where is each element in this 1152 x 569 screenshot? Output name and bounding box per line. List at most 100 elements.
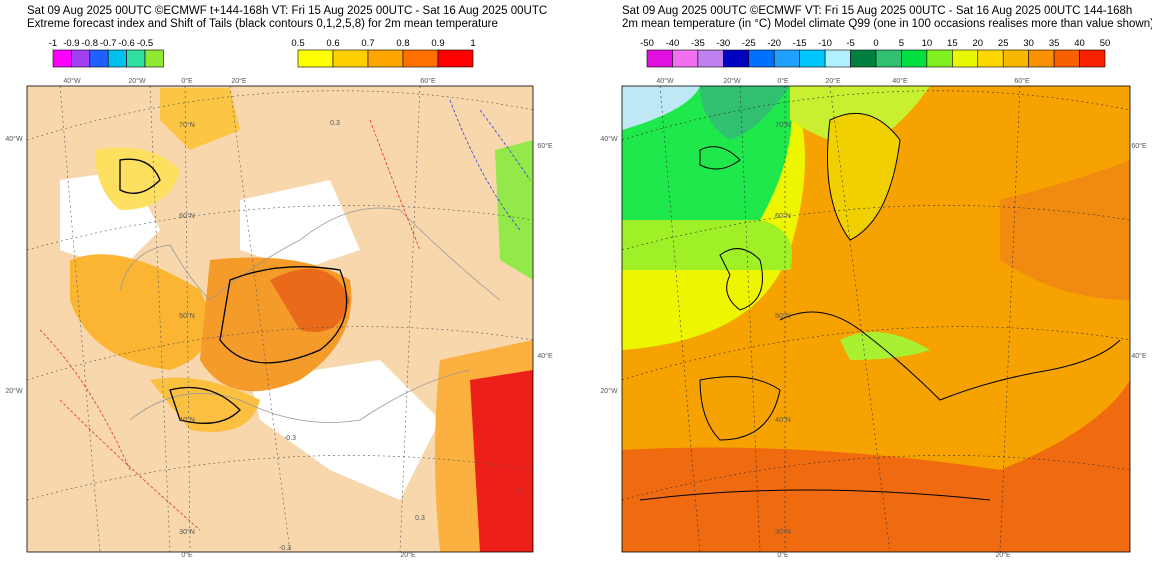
colorbar-label: -30 xyxy=(716,38,730,49)
colorbar-label: -50 xyxy=(640,38,654,49)
undefined: 20°E xyxy=(995,551,1011,559)
colorbar-label: 0.5 xyxy=(291,38,304,49)
undefined: 60°N xyxy=(775,212,791,220)
undefined: 40°E xyxy=(892,77,908,85)
left-title-1: Sat 09 Aug 2025 00UTC ©ECMWF t+144-168h … xyxy=(27,5,547,17)
colorbar-box xyxy=(672,49,699,68)
colorbar-label: 25 xyxy=(998,38,1009,49)
colorbar-label: 0.8 xyxy=(396,38,409,49)
colorbar-label: 0.6 xyxy=(326,38,339,49)
colorbar-label: -10 xyxy=(818,38,832,49)
colorbar-label: 0.9 xyxy=(431,38,444,49)
colorbar-label: -0.5 xyxy=(137,38,153,49)
colorbar-label: 1 xyxy=(470,38,475,49)
left-map xyxy=(27,86,533,552)
colorbar-label: -5 xyxy=(846,38,854,49)
undefined: 60°E xyxy=(1014,77,1030,85)
colorbar-label: 15 xyxy=(947,38,958,49)
colorbar-box xyxy=(89,49,109,68)
colorbar-box xyxy=(332,49,369,68)
colorbar-label: -25 xyxy=(742,38,756,49)
undefined: 20°W xyxy=(128,77,146,85)
colorbar-label: 40 xyxy=(1074,38,1085,49)
left-title-2: Extreme forecast index and Shift of Tail… xyxy=(27,18,498,30)
undefined: 40°N xyxy=(179,416,195,424)
colorbar-box xyxy=(875,49,902,68)
colorbar-box xyxy=(646,49,673,68)
colorbar-label: 35 xyxy=(1049,38,1060,49)
undefined: -0.3 xyxy=(284,435,296,442)
colorbar-box xyxy=(850,49,877,68)
colorbar-box xyxy=(71,49,91,68)
undefined: 20°W xyxy=(5,387,23,395)
undefined: 50°N xyxy=(179,312,195,320)
colorbar-box xyxy=(773,49,800,68)
undefined: 0.3 xyxy=(415,515,425,522)
undefined: 20°E xyxy=(231,77,247,85)
colorbar-label: -20 xyxy=(767,38,781,49)
undefined: 70°N xyxy=(775,121,791,129)
right-title-1: Sat 09 Aug 2025 00UTC ©ECMWF VT: Fri 15 … xyxy=(622,5,1132,17)
colorbar-label: 10 xyxy=(922,38,933,49)
undefined: 20°E xyxy=(825,77,841,85)
undefined: 60°E xyxy=(537,142,553,150)
colorbar-box xyxy=(748,49,775,68)
colorbar-label: -15 xyxy=(793,38,807,49)
colorbar-box xyxy=(144,49,164,68)
colorbar-label: 0 xyxy=(873,38,878,49)
right-map xyxy=(622,86,1130,552)
colorbar-label: -0.6 xyxy=(118,38,134,49)
undefined: 40°W xyxy=(600,135,618,143)
undefined: 70°N xyxy=(179,121,195,129)
colorbar-box xyxy=(1053,49,1080,68)
colorbar-box xyxy=(952,49,979,68)
colorbar-label: 50 xyxy=(1100,38,1111,49)
undefined: 0.3 xyxy=(330,120,340,127)
undefined: 30°N xyxy=(775,528,791,536)
undefined: 40°W xyxy=(656,77,674,85)
colorbar-box xyxy=(926,49,953,68)
undefined: 1 xyxy=(518,487,522,494)
undefined: 0°E xyxy=(181,77,193,85)
undefined: 30°N xyxy=(179,528,195,536)
colorbar-label: -40 xyxy=(666,38,680,49)
colorbar-box xyxy=(297,49,334,68)
colorbar-label: -1 xyxy=(49,38,57,49)
colorbar-box xyxy=(901,49,928,68)
colorbar-label: 5 xyxy=(899,38,904,49)
undefined: 40°N xyxy=(775,416,791,424)
undefined: 40°E xyxy=(1131,352,1147,360)
colorbar-box xyxy=(1079,49,1106,68)
undefined: -0.3 xyxy=(279,545,291,552)
colorbar-label: 30 xyxy=(1023,38,1034,49)
undefined: 60°E xyxy=(1131,142,1147,150)
undefined: 20°W xyxy=(723,77,741,85)
undefined: 40°W xyxy=(63,77,81,85)
undefined: 20°W xyxy=(600,387,618,395)
colorbar-box xyxy=(697,49,724,68)
colorbar-label: -0.9 xyxy=(63,38,79,49)
colorbar-box xyxy=(1002,49,1029,68)
colorbar-box xyxy=(107,49,127,68)
undefined: 20°E xyxy=(400,551,416,559)
undefined: 50°N xyxy=(775,312,791,320)
undefined: 40°W xyxy=(5,135,23,143)
colorbar-label: 20 xyxy=(972,38,983,49)
colorbar-label: 0.7 xyxy=(361,38,374,49)
colorbar-box xyxy=(437,49,474,68)
undefined: 0°E xyxy=(777,551,789,559)
right-title-2: 2m mean temperature (in °C) Model climat… xyxy=(622,18,1152,30)
colorbar-box xyxy=(126,49,146,68)
undefined: 60°N xyxy=(179,212,195,220)
undefined: 60°E xyxy=(420,77,436,85)
undefined: 0°E xyxy=(777,77,789,85)
colorbar-label: -0.8 xyxy=(82,38,98,49)
colorbar-label: -35 xyxy=(691,38,705,49)
colorbar-box xyxy=(1028,49,1055,68)
colorbar-box xyxy=(723,49,750,68)
undefined: 0°E xyxy=(181,551,193,559)
undefined: 40°E xyxy=(537,352,553,360)
colorbar-box xyxy=(799,49,826,68)
